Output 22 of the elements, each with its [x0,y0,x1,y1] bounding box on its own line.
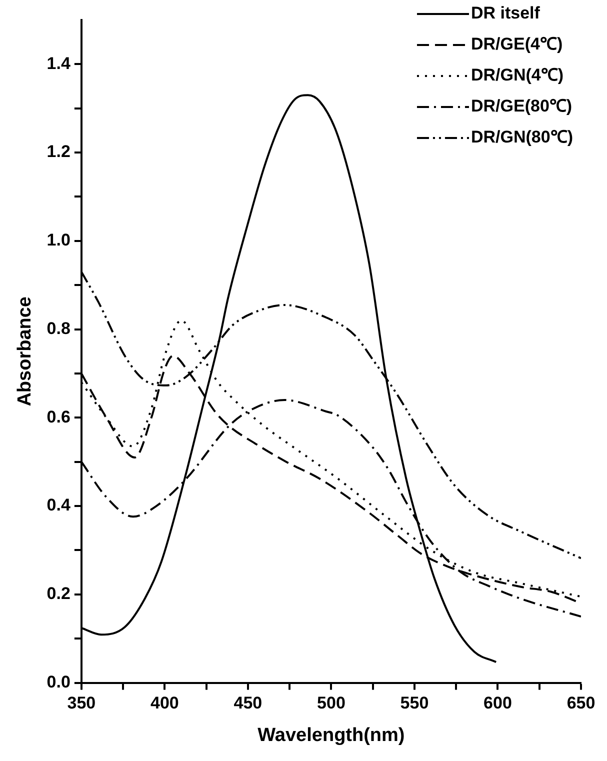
x-tick-label: 650 [566,694,596,713]
x-tick-label: 600 [484,694,512,713]
y-tick-label: 0.6 [46,407,70,426]
x-tick-label: 350 [67,694,96,713]
x-tick-label: 500 [317,694,346,713]
y-tick-label: 0.8 [46,318,70,338]
x-axis-title: Wavelength(nm) [258,724,405,746]
x-tick-label: 450 [234,694,262,713]
legend-label: DR itself [470,4,540,23]
legend-label: DR/GN(4℃) [470,66,564,85]
x-tick-label: 400 [150,694,179,713]
y-tick-label: 1.2 [46,142,70,162]
legend-label: DR/GE(4℃) [470,34,563,54]
y-tick-label: 1.4 [46,54,71,73]
legend-label: DR/GN(80℃) [470,128,574,147]
y-tick-label: 0.0 [46,672,70,692]
y-tick-label: 0.2 [46,584,70,604]
y-axis-title: Absorbance [14,296,36,406]
x-tick-label: 550 [400,694,429,713]
y-tick-label: 1.0 [46,230,70,250]
legend-label: DR/GE(80℃) [470,96,572,116]
y-tick-label: 0.4 [46,496,71,515]
